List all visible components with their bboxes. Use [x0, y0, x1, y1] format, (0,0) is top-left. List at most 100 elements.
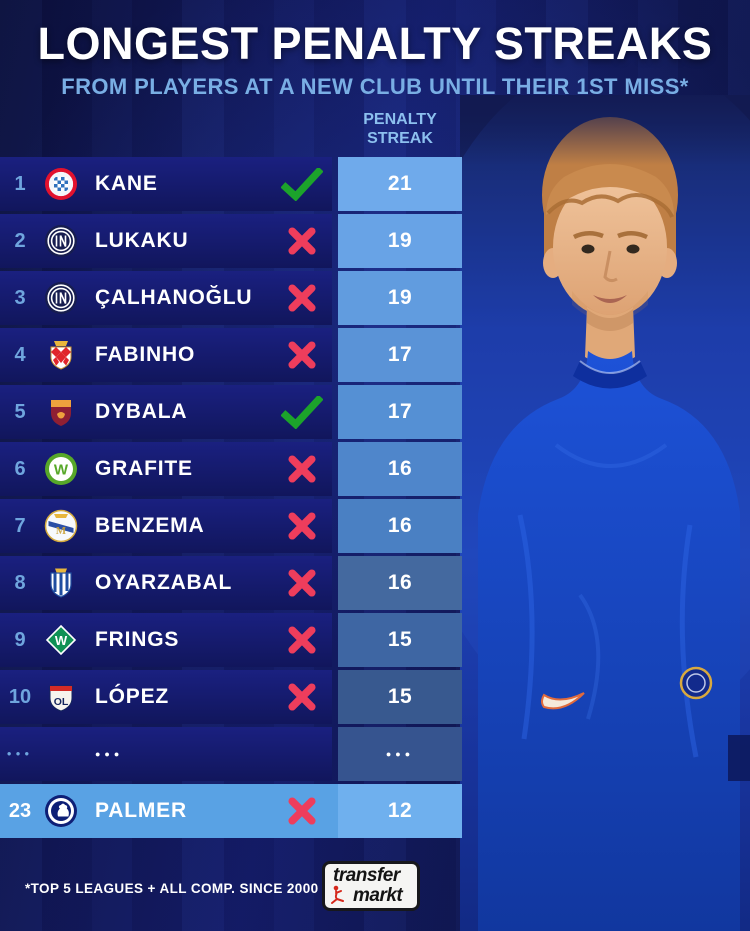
table-row: 5 DYBALA 17: [0, 385, 462, 439]
row-main: 8 OYARZABAL: [0, 556, 332, 610]
row-main: 7 M BENZEMA: [0, 499, 332, 553]
streak-value: ●●●: [338, 727, 462, 781]
player-name: KANE: [95, 172, 158, 195]
row-main: 9 W FRINGS: [0, 613, 332, 667]
row-main: 10 OL LÓPEZ: [0, 670, 332, 724]
page-subtitle: FROM PLAYERS AT A NEW CLUB UNTIL THEIR 1…: [61, 74, 689, 99]
table-row: 6 W GRAFITE 16: [0, 442, 462, 496]
club-badge-lyon: OL: [44, 680, 78, 714]
club-badge-inter: [44, 224, 78, 258]
cross-icon: [280, 624, 324, 656]
cross-icon: [280, 510, 324, 542]
club-badge-inter: [44, 281, 78, 315]
column-header-line1: PENALTY: [363, 111, 437, 128]
player-name: BENZEMA: [95, 514, 205, 537]
cross-icon: [280, 339, 324, 371]
player-photo: [460, 95, 750, 931]
streak-value: 12: [338, 784, 462, 838]
club-badge-bayern: [44, 167, 78, 201]
club-badge: [44, 737, 78, 771]
cross-icon: [280, 453, 324, 485]
row-main: 5 DYBALA: [0, 385, 332, 439]
rank-label: ●●●: [6, 749, 34, 758]
club-badge-roma: [44, 395, 78, 429]
row-main: 2 LUKAKU: [0, 214, 332, 268]
rank-label: 1: [14, 172, 26, 195]
table-row: 23 PALMER 12: [0, 784, 462, 838]
cross-icon: [280, 681, 324, 713]
table-row: 3 ÇALHANOĞLU 19: [0, 271, 462, 325]
rank-label: 10: [8, 685, 32, 708]
player-name: FRINGS: [95, 628, 180, 651]
streak-value: 19: [338, 214, 462, 268]
page-title: LONGEST PENALTY STREAKS: [37, 18, 713, 69]
rank-label: 4: [14, 343, 26, 366]
cross-icon: [280, 282, 324, 314]
streak-value: 16: [338, 499, 462, 553]
rank-label: 2: [14, 229, 26, 252]
check-icon: [280, 395, 324, 429]
player-name: PALMER: [95, 799, 187, 822]
row-main: ●●● ●●●: [0, 727, 332, 781]
table-row: 10 OL LÓPEZ 15: [0, 670, 462, 724]
rank-label: 9: [14, 628, 26, 651]
cross-icon: [280, 225, 324, 257]
table-row: 4 FABINHO 17: [0, 328, 462, 382]
club-badge-wolfsburg: W: [44, 452, 78, 486]
club-badge-madrid: M: [44, 509, 78, 543]
cross-icon: [280, 567, 324, 599]
table-row: 8 OYARZABAL 16: [0, 556, 462, 610]
player-name: ●●●: [95, 749, 124, 759]
check-icon: [280, 167, 324, 201]
table-row: 7 M BENZEMA 16: [0, 499, 462, 553]
player-name: GRAFITE: [95, 457, 193, 480]
svg-text:W: W: [55, 633, 68, 648]
table-row: 1 KANE 21: [0, 157, 462, 211]
streak-value: 16: [338, 442, 462, 496]
player-name: FABINHO: [95, 343, 196, 366]
table-row: 9 W FRINGS 15: [0, 613, 462, 667]
row-main: 4 FABINHO: [0, 328, 332, 382]
row-main: 23 PALMER: [0, 784, 332, 838]
rank-label: 23: [8, 799, 32, 822]
player-name: ÇALHANOĞLU: [95, 286, 253, 309]
transfermarkt-logo: transfer markt: [322, 861, 420, 911]
cross-icon: [280, 795, 324, 827]
rank-label: 7: [14, 514, 26, 537]
player-name: OYARZABAL: [95, 571, 233, 594]
row-main: 1 KANE: [0, 157, 332, 211]
logo-text-markt: markt: [353, 885, 403, 906]
streak-value: 15: [338, 613, 462, 667]
table-row: 2 LUKAKU 19: [0, 214, 462, 268]
svg-text:W: W: [54, 462, 69, 479]
club-badge-sociedad: [44, 566, 78, 600]
rank-label: 5: [14, 400, 26, 423]
svg-text:OL: OL: [54, 696, 69, 708]
streak-table: 1 KANE 21 2 LUKAKU 19 3 ÇALHANOĞLU: [0, 157, 462, 841]
table-row: ●●● ●●● ●●●: [0, 727, 462, 781]
row-main: 3 ÇALHANOĞLU: [0, 271, 332, 325]
footnote: *TOP 5 LEAGUES + ALL COMP. SINCE 2000: [25, 881, 319, 896]
logo-text-transfer: transfer: [333, 865, 400, 886]
streak-value: 15: [338, 670, 462, 724]
streak-value: 21: [338, 157, 462, 211]
column-header-penalty-streak: PENALTY STREAK: [338, 110, 462, 148]
row-main: 6 W GRAFITE: [0, 442, 332, 496]
club-badge-monaco: [44, 338, 78, 372]
rank-label: 8: [14, 571, 26, 594]
streak-value: 17: [338, 385, 462, 439]
club-badge-chelsea: [44, 794, 78, 828]
svg-text:M: M: [56, 525, 67, 537]
rank-label: 6: [14, 457, 26, 480]
streak-value: 16: [338, 556, 462, 610]
column-header-line2: STREAK: [367, 130, 433, 147]
player-name: LÓPEZ: [95, 685, 170, 708]
club-badge-werder: W: [44, 623, 78, 657]
streak-value: 17: [338, 328, 462, 382]
kicking-player-icon: [331, 885, 344, 904]
rank-label: 3: [14, 286, 26, 309]
player-name: DYBALA: [95, 400, 188, 423]
streak-value: 19: [338, 271, 462, 325]
player-name: LUKAKU: [95, 229, 189, 252]
